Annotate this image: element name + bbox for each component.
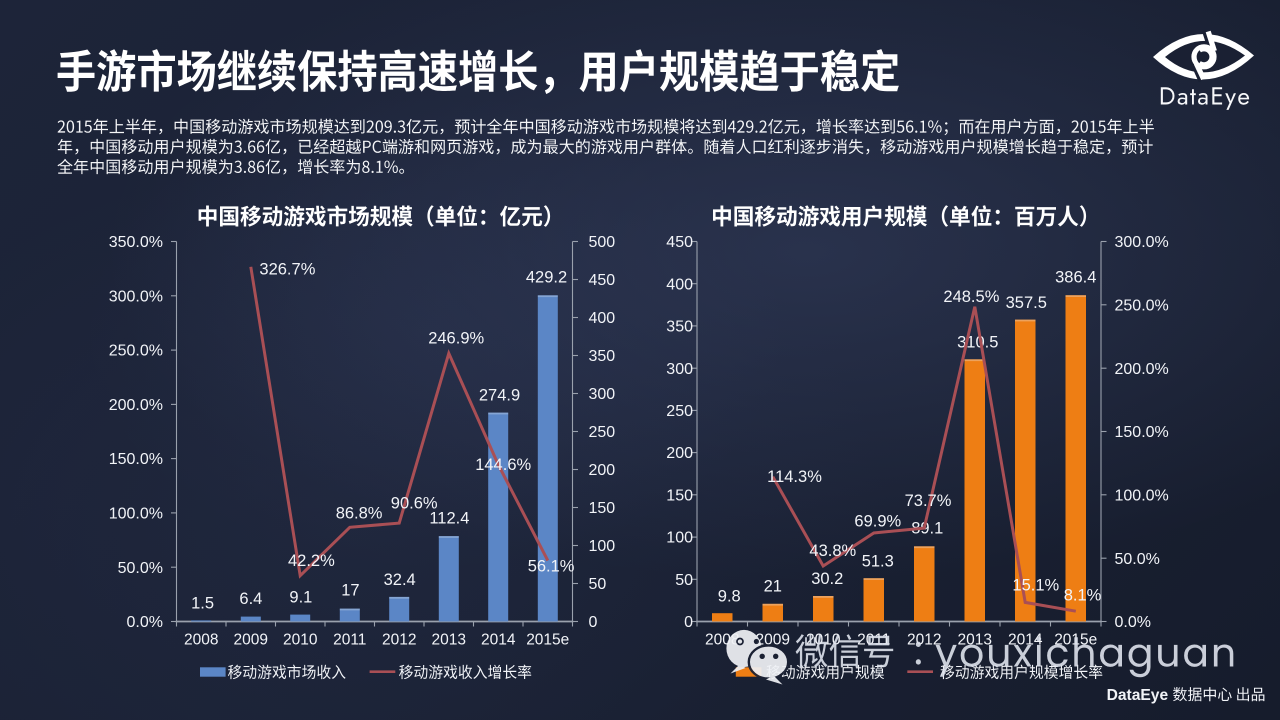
svg-text:2009: 2009: [234, 632, 268, 649]
svg-text:6.4: 6.4: [239, 590, 262, 608]
svg-text:400: 400: [589, 310, 616, 327]
svg-text:2011: 2011: [333, 632, 366, 649]
svg-text:326.7%: 326.7%: [259, 260, 315, 278]
svg-text:450: 450: [666, 234, 693, 251]
svg-text:250.0%: 250.0%: [1115, 297, 1169, 314]
svg-text:200: 200: [589, 462, 616, 479]
svg-text:2009: 2009: [756, 632, 790, 649]
svg-text:30.2: 30.2: [811, 570, 843, 588]
svg-text:2014: 2014: [481, 632, 516, 649]
svg-text:350.0%: 350.0%: [109, 234, 163, 251]
svg-text:2010: 2010: [283, 632, 318, 649]
svg-text:2014: 2014: [1008, 632, 1043, 649]
svg-text:300.0%: 300.0%: [109, 288, 163, 305]
svg-text:69.9%: 69.9%: [854, 512, 901, 530]
svg-text:56.1%: 56.1%: [528, 557, 575, 575]
svg-text:500: 500: [589, 234, 616, 251]
svg-text:2013: 2013: [432, 632, 466, 649]
svg-text:2015e: 2015e: [526, 632, 569, 649]
svg-text:350: 350: [666, 319, 693, 336]
svg-text:21: 21: [764, 578, 782, 596]
svg-text:300: 300: [666, 361, 693, 378]
svg-text:50.0%: 50.0%: [1115, 551, 1160, 568]
svg-text:15.1%: 15.1%: [1012, 577, 1059, 595]
svg-text:86.8%: 86.8%: [336, 505, 383, 523]
svg-text:90.6%: 90.6%: [391, 495, 438, 513]
svg-text:100: 100: [666, 530, 693, 547]
svg-text:246.9%: 246.9%: [428, 329, 484, 347]
svg-text:112.4: 112.4: [429, 509, 469, 527]
svg-text:8.1%: 8.1%: [1064, 587, 1102, 605]
svg-text:386.4: 386.4: [1055, 269, 1096, 287]
svg-text:150: 150: [666, 487, 693, 504]
svg-text:42.2%: 42.2%: [288, 552, 335, 570]
svg-text:2012: 2012: [907, 632, 941, 649]
svg-text:250: 250: [666, 403, 693, 420]
svg-text:200.0%: 200.0%: [1115, 361, 1169, 378]
svg-text:9.1: 9.1: [289, 589, 312, 607]
svg-text:9.8: 9.8: [718, 588, 741, 606]
svg-text:2011: 2011: [857, 632, 890, 649]
svg-text:50: 50: [589, 576, 607, 593]
svg-text:300: 300: [589, 386, 616, 403]
svg-text:0.0%: 0.0%: [127, 614, 163, 631]
svg-text:150: 150: [589, 500, 616, 517]
svg-text:150.0%: 150.0%: [1115, 424, 1169, 441]
svg-text:429.2: 429.2: [526, 269, 567, 287]
svg-text:0.0%: 0.0%: [1115, 614, 1151, 631]
svg-text:89.1: 89.1: [911, 520, 943, 538]
svg-text:32.4: 32.4: [384, 571, 416, 589]
svg-text:2013: 2013: [958, 632, 992, 649]
svg-text:200.0%: 200.0%: [109, 397, 163, 414]
svg-text:73.7%: 73.7%: [905, 492, 952, 510]
svg-text:100.0%: 100.0%: [1115, 487, 1169, 504]
svg-text:2008: 2008: [184, 632, 218, 649]
svg-text:144.6%: 144.6%: [475, 456, 531, 474]
svg-text:250.0%: 250.0%: [109, 343, 163, 360]
svg-text:50.0%: 50.0%: [118, 560, 163, 577]
svg-text:2012: 2012: [382, 632, 416, 649]
svg-text:248.5%: 248.5%: [943, 288, 999, 306]
svg-text:114.3%: 114.3%: [767, 468, 822, 486]
svg-text:250: 250: [589, 424, 616, 441]
svg-text:357.5: 357.5: [1006, 294, 1047, 312]
svg-text:DataEye: DataEye: [1107, 687, 1169, 704]
svg-text:450: 450: [589, 272, 616, 289]
svg-text:150.0%: 150.0%: [109, 451, 163, 468]
svg-text:1.5: 1.5: [191, 595, 214, 613]
svg-text:50: 50: [675, 572, 693, 589]
svg-text:0: 0: [589, 614, 598, 631]
svg-text:100: 100: [589, 538, 616, 555]
svg-text:310.5: 310.5: [957, 334, 998, 352]
svg-text:300.0%: 300.0%: [1115, 234, 1169, 251]
svg-text:400: 400: [666, 276, 693, 293]
svg-text:51.3: 51.3: [862, 552, 894, 570]
svg-text:43.8%: 43.8%: [809, 542, 856, 560]
svg-text:100.0%: 100.0%: [109, 506, 163, 523]
svg-text:350: 350: [589, 348, 616, 365]
svg-text:274.9: 274.9: [479, 387, 520, 405]
svg-text:17: 17: [341, 582, 359, 600]
svg-text:0: 0: [684, 614, 693, 631]
svg-text:200: 200: [666, 445, 693, 462]
